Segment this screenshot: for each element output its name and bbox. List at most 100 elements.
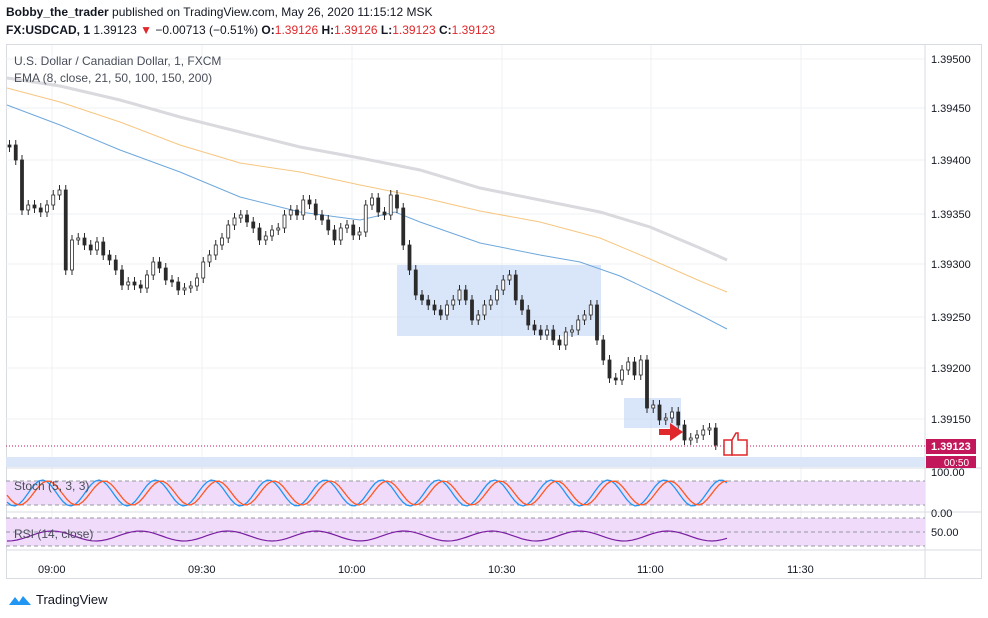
candle-body (538, 329, 543, 336)
ema-gray-line (6, 76, 728, 262)
candle-body (120, 269, 124, 286)
candle-body (320, 214, 324, 221)
time-tick: 09:00 (38, 564, 66, 576)
candle-body (688, 437, 693, 441)
price-tick: 1.39500 (931, 54, 971, 66)
candle-body (426, 299, 431, 306)
candle-body (413, 269, 418, 296)
candle-body (526, 309, 531, 326)
range-box-large[interactable] (397, 265, 601, 336)
candle-body (470, 299, 474, 321)
candle-body (670, 411, 674, 419)
candle-body (70, 239, 74, 271)
candle-body (676, 411, 681, 426)
candle-body (263, 235, 268, 241)
candle-body (257, 227, 262, 241)
thumbs-up-icon (723, 432, 748, 456)
rsi-tick-50: 50.00 (931, 527, 959, 539)
candle-body (138, 284, 143, 289)
candle-body (476, 314, 481, 321)
stoch-tick-100: 100.00 (931, 467, 965, 479)
candle-body (401, 207, 406, 246)
candle-body (207, 254, 212, 263)
tradingview-footer[interactable]: TradingView (8, 592, 108, 607)
candle-body (170, 279, 174, 283)
close-label: C: (438, 23, 452, 37)
price-badge (926, 439, 976, 454)
candle-body (445, 304, 449, 316)
candle-body (695, 434, 699, 439)
candle-body (507, 274, 512, 281)
price-tick: 1.39250 (931, 312, 971, 324)
stoch-legend[interactable]: Stoch (5, 3, 3) (14, 479, 90, 493)
candle-body (501, 279, 506, 291)
candle-body (432, 304, 437, 311)
candle-body (345, 224, 349, 229)
candle-body (238, 214, 243, 219)
price-tick: 1.39300 (931, 259, 971, 271)
candle-body (145, 274, 149, 289)
candle-body (157, 261, 162, 269)
candle-body (338, 227, 343, 241)
candle-body (76, 237, 81, 241)
candle-body (26, 204, 31, 211)
candle-body (245, 214, 249, 223)
symbol-label: FX:USDCAD, 1 (6, 23, 91, 37)
candle-body (632, 361, 637, 376)
price-tick: 1.39150 (931, 414, 971, 426)
candle-body (495, 289, 499, 301)
candle-body (301, 199, 306, 216)
candle-body (182, 287, 187, 291)
candle-body (557, 339, 562, 346)
candle-body (713, 427, 718, 446)
stoch-d-line (6, 480, 728, 506)
ohlc-line: FX:USDCAD, 1 1.39123 ▼ −0.00713 (−0.51%)… (6, 23, 495, 37)
candle-body (438, 309, 443, 316)
countdown-badge-text: 00:50 (944, 458, 969, 469)
candle-body (451, 299, 456, 306)
high-label: H: (321, 23, 335, 37)
candle-body (13, 144, 18, 161)
candle-body (551, 329, 556, 341)
candle-body (651, 404, 656, 409)
close-value: 1.39123 (451, 23, 496, 37)
candle-body (607, 359, 612, 379)
stoch-tick-0: 0.00 (931, 508, 952, 520)
candle-body (407, 244, 412, 271)
ema-legend[interactable]: EMA (8, close, 21, 50, 100, 150, 200) (14, 71, 213, 85)
candle-body (357, 231, 362, 236)
high-value: 1.39126 (334, 23, 378, 37)
time-tick: 11:00 (637, 564, 664, 576)
author-name[interactable]: Bobby_the_trader (6, 5, 109, 19)
price-tick: 1.39400 (931, 155, 971, 167)
candle-body (57, 189, 62, 196)
open-label: O: (261, 23, 275, 37)
brand-name: TradingView (36, 592, 108, 607)
time-tick: 09:30 (188, 564, 216, 576)
candle-body (351, 224, 356, 236)
candle-body (657, 404, 662, 421)
price-tick: 1.39450 (931, 103, 971, 115)
time-axis[interactable]: 09:00 09:30 10:00 10:30 11:00 11:30 (38, 564, 814, 576)
candle-body (376, 197, 381, 213)
price-tick: 1.39200 (931, 363, 971, 375)
candle-body (288, 209, 293, 216)
candle-body (488, 299, 493, 306)
candle-body (532, 324, 537, 331)
candle-body (663, 417, 668, 421)
candle-body (520, 299, 524, 311)
last-price: 1.39123 (93, 23, 137, 37)
red-arrow-icon (659, 423, 683, 441)
price-axis[interactable]: 1.39500 1.39450 1.39400 1.39350 1.39300 1.392… (931, 54, 971, 426)
time-tick: 10:00 (338, 564, 366, 576)
candlestick-series (7, 140, 718, 450)
candle-body (601, 339, 606, 361)
candle-body (307, 199, 312, 205)
candle-body (113, 259, 118, 271)
rsi-legend[interactable]: RSI (14, close) (14, 527, 94, 541)
candle-body (101, 241, 106, 256)
time-tick: 11:30 (787, 564, 814, 576)
candle-body (282, 214, 287, 229)
candle-body (226, 224, 231, 239)
